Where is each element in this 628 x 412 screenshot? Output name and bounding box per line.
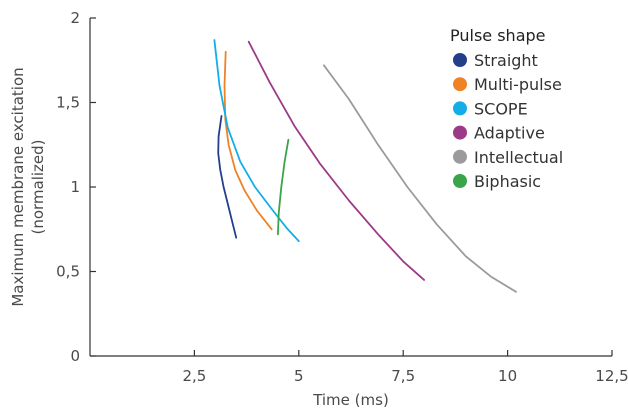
y-ticks: 0 0,5 1 1,5 2 [56, 9, 96, 365]
series-line-multi-pulse [223, 50, 273, 231]
y-tick-label: 2 [70, 9, 80, 27]
series-line-straight [217, 115, 238, 239]
legend-label: SCOPE [474, 99, 528, 118]
y-tick-label: 1 [70, 178, 80, 196]
legend-marker [453, 149, 467, 164]
legend: Pulse shape Straight Multi-pulse SCOPE Adap… [450, 26, 563, 191]
x-tick-label: 7,5 [391, 367, 415, 385]
x-ticks: 2,5 5 7,5 10 12,5 [182, 350, 628, 385]
legend-title: Pulse shape [450, 26, 546, 45]
y-axis-label-line-2: (normalized) [29, 139, 47, 234]
y-tick-label: 0 [70, 347, 80, 365]
series-lines [213, 39, 517, 293]
series-line-biphasic [276, 138, 290, 236]
legend-marker [453, 125, 467, 140]
legend-marker [453, 174, 467, 188]
series-line-scope [213, 39, 300, 243]
legend-label: Intellectual [474, 148, 563, 167]
legend-label: Straight [474, 51, 538, 70]
y-tick-label: 1,5 [56, 94, 80, 112]
x-axis-label: Time (ms) [312, 391, 389, 409]
x-tick-label: 2,5 [182, 367, 206, 385]
legend-label: Biphasic [474, 172, 541, 191]
x-tick-label: 12,5 [595, 367, 628, 385]
x-tick-label: 10 [498, 367, 517, 385]
series-line-intellectual [322, 64, 517, 293]
series-line-adaptive [247, 40, 426, 281]
legend-label: Adaptive [474, 124, 545, 143]
legend-marker [453, 101, 467, 116]
legend-marker [453, 77, 467, 92]
y-tick-label: 0,5 [56, 263, 80, 281]
legend-label: Multi-pulse [474, 75, 562, 94]
legend-marker [453, 53, 467, 67]
x-tick-label: 5 [294, 367, 304, 385]
y-axis-label-line-1: Maximum membrane excitation [9, 67, 27, 306]
